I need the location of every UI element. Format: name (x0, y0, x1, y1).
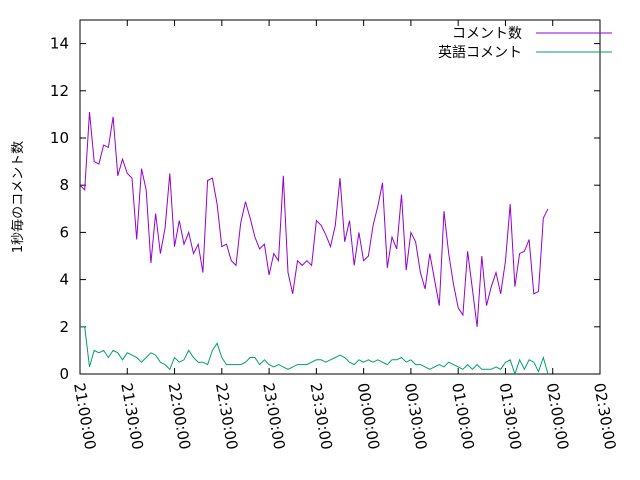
series-lines (79, 111, 549, 376)
y-tick-label: 2 (59, 318, 69, 336)
x-tick-label: 01:30:00 (496, 382, 525, 451)
x-tick-label: 22:30:00 (212, 382, 241, 451)
y-tick-label: 0 (59, 365, 69, 383)
y-tick-labels: 0 2 4 6 8 10 12 14 (50, 35, 69, 383)
x-tick-label: 21:30:00 (117, 382, 146, 451)
x-tick-label: 22:00:00 (165, 382, 194, 451)
x-tick-label: 23:00:00 (259, 382, 288, 451)
plot-frame (79, 19, 601, 375)
x-tick-label: 21:00:00 (70, 382, 99, 451)
x-tick-labels: 21:00:00 21:30:00 22:00:00 22:30:00 23:00:00… (70, 382, 619, 451)
series-line-1 (80, 326, 549, 376)
axis-ticks (79, 20, 601, 375)
x-tick-label: 00:30:00 (401, 382, 430, 451)
x-tick-label: 00:00:00 (354, 382, 383, 451)
y-tick-label: 6 (59, 223, 69, 241)
plot-area (79, 19, 601, 375)
y-tick-label: 10 (50, 129, 69, 147)
x-tick-label: 02:00:00 (543, 382, 572, 451)
y-tick-label: 8 (59, 176, 69, 194)
x-tick-label: 23:30:00 (306, 382, 335, 451)
series-line-0 (79, 111, 549, 327)
legend-label: 英語コメント (438, 44, 522, 61)
y-tick-label: 14 (50, 35, 69, 53)
y-tick-label: 4 (59, 271, 69, 289)
legend-label: コメント数 (452, 26, 522, 42)
x-tick-label: 02:30:00 (590, 382, 619, 451)
y-axis-label: 1秒毎のコメント数 (10, 141, 26, 253)
y-tick-label: 12 (50, 82, 69, 100)
x-tick-label: 01:00:00 (448, 382, 477, 451)
